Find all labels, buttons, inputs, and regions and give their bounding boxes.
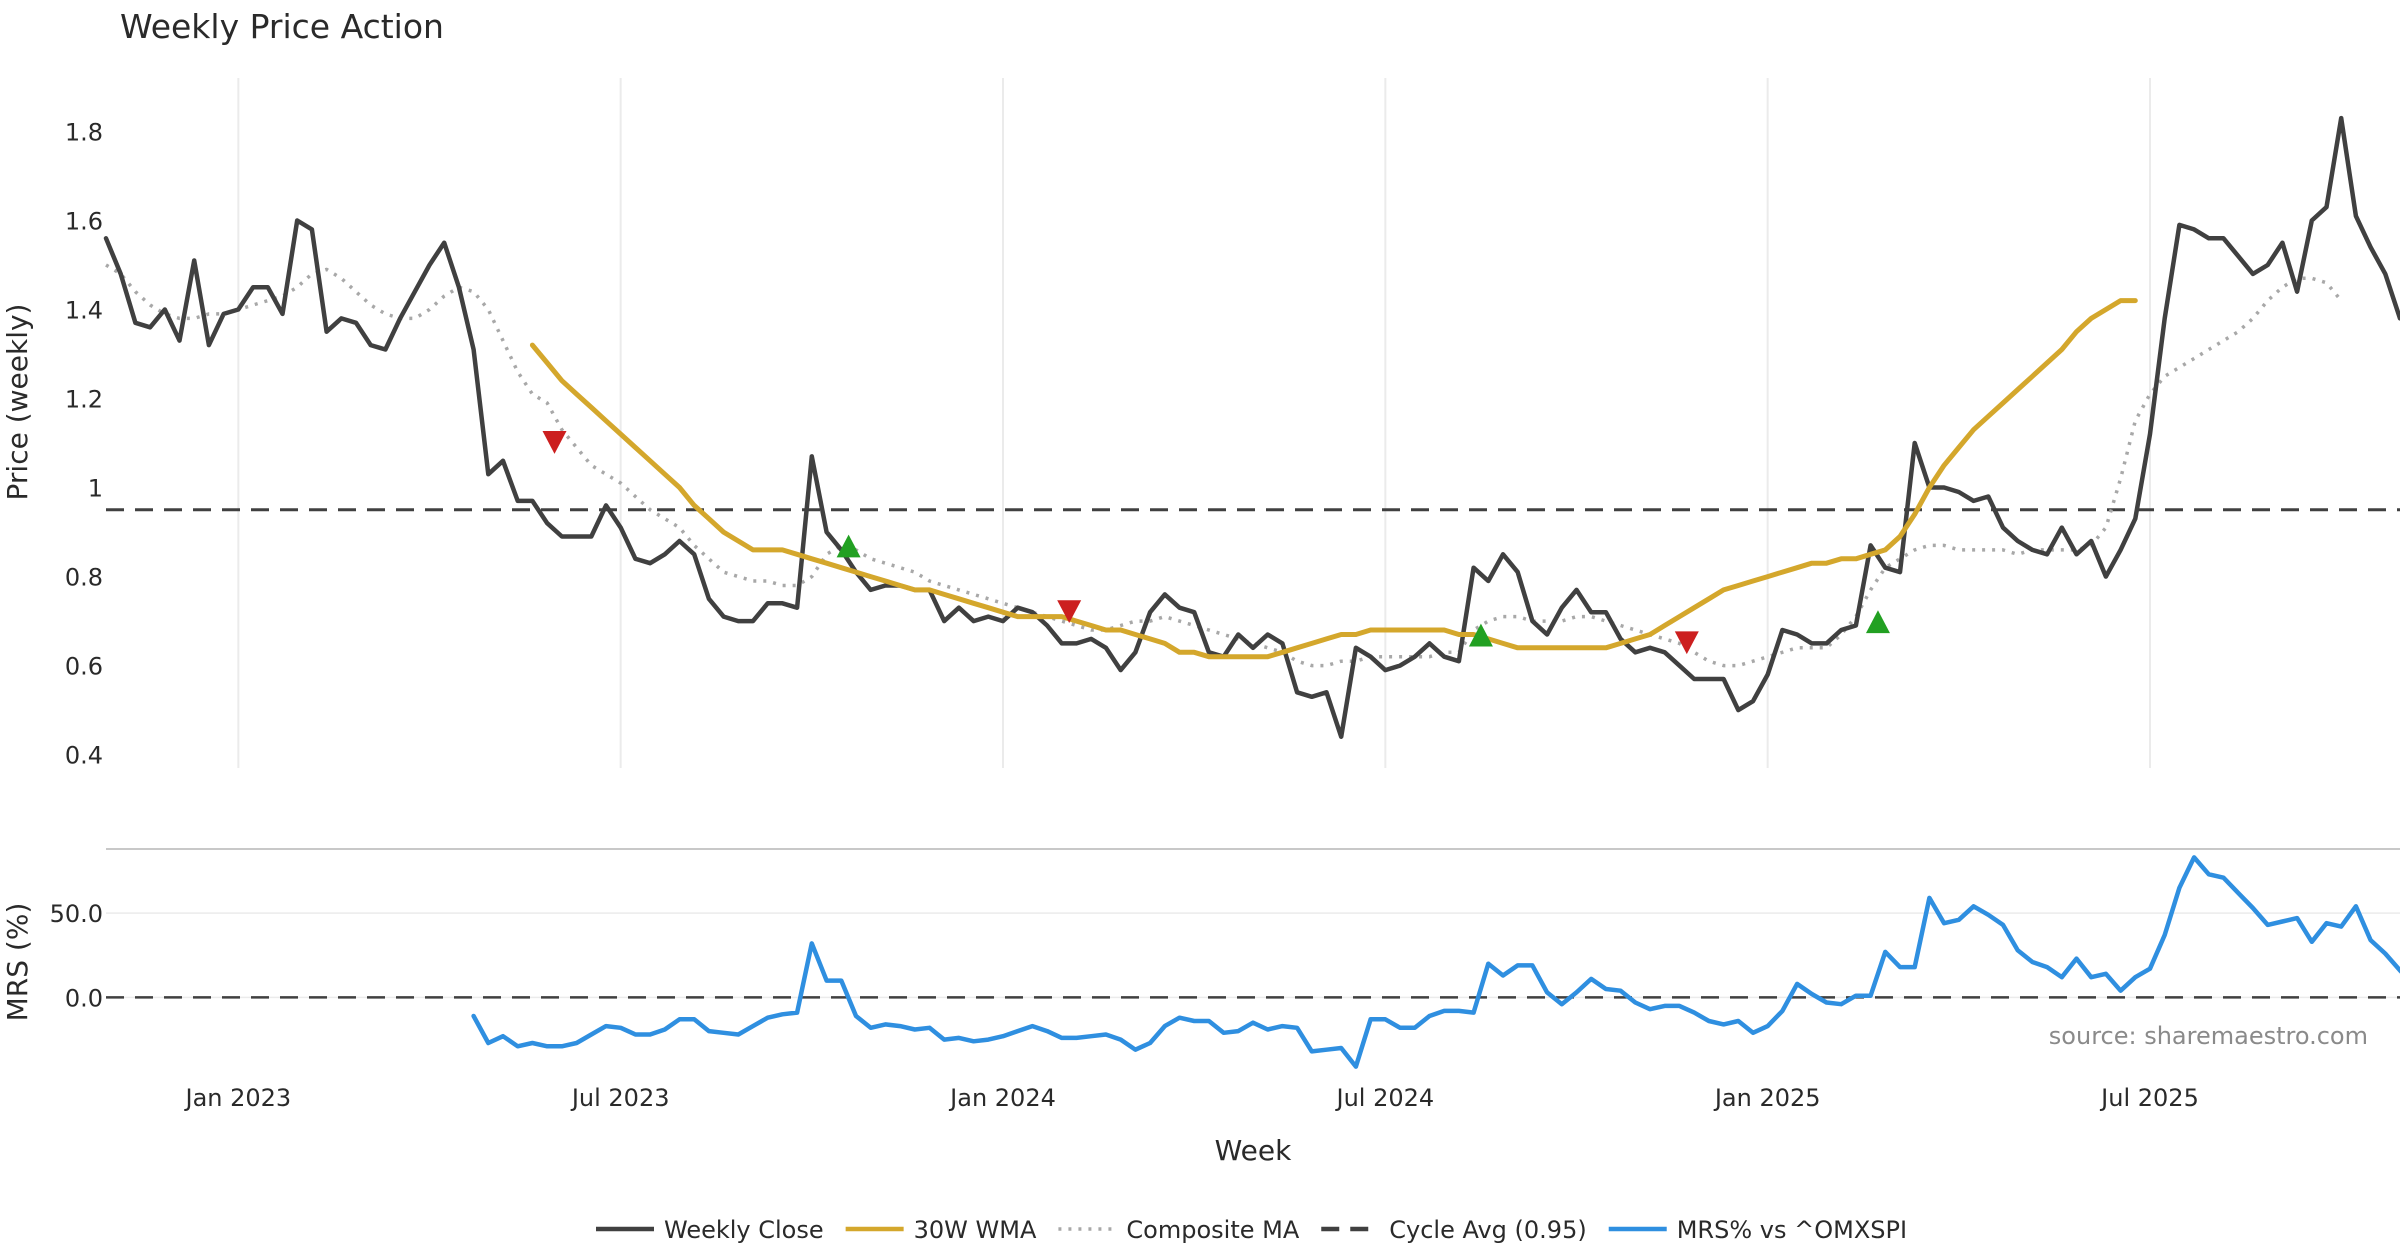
x-ticks: Jan 2023 Jul 2023 Jan 2024 Jul 2024 Jan 2025…: [183, 1084, 2198, 1112]
legend-label: 30W WMA: [914, 1216, 1037, 1244]
legend-weekly-close: Weekly Close: [596, 1216, 824, 1244]
x-tick-label: Jul 2023: [570, 1084, 670, 1112]
mrs-y-tick-label: 50.0: [50, 900, 103, 928]
legend-cycle-avg: Cycle Avg (0.95): [1321, 1216, 1587, 1244]
chart-title: Weekly Price Action: [120, 7, 444, 46]
x-tick-label: Jul 2024: [1335, 1084, 1435, 1112]
legend-label: Cycle Avg (0.95): [1389, 1216, 1586, 1244]
legend-label: Weekly Close: [664, 1216, 824, 1244]
mrs-y-axis-label: MRS (%): [1, 903, 34, 1022]
composite-ma-line: [105, 263, 2343, 668]
price-y-tick-label: 0.6: [65, 653, 103, 681]
buy-signal-marker: [1468, 623, 1493, 647]
price-y-tick-label: 1.8: [65, 118, 103, 146]
sell-signal-marker: [1674, 631, 1699, 655]
buy-signal-marker: [836, 534, 861, 558]
price-y-tick-label: 1.4: [65, 296, 103, 324]
x-tick-label: Jan 2024: [948, 1084, 1056, 1112]
x-tick-label: Jan 2023: [183, 1084, 291, 1112]
mrs-line: [471, 855, 2400, 1069]
legend-label: Composite MA: [1126, 1216, 1299, 1244]
price-y-axis-label: Price (weekly): [1, 304, 34, 501]
x-tick-label: Jul 2025: [2099, 1084, 2199, 1112]
x-tick-label: Jan 2025: [1713, 1084, 1821, 1112]
mrs-panel: 0.0 50.0 MRS (%) source: sharemaestro.com: [1, 855, 2400, 1069]
price-y-tick-label: 1.6: [65, 207, 103, 235]
source-label: source: sharemaestro.com: [2049, 1022, 2368, 1050]
price-y-tick-label: 0.8: [65, 564, 103, 592]
weekly-close-line: [103, 115, 2400, 740]
mrs-y-ticks: 0.0 50.0: [50, 900, 103, 1012]
price-y-tick-label: 0.4: [65, 742, 103, 770]
price-y-ticks: 0.4 0.6 0.8 1 1.2 1.4 1.6 1.8: [65, 118, 103, 769]
sell-signal-marker: [1057, 600, 1082, 623]
sell-signal-marker: [542, 431, 567, 454]
x-axis-label: Week: [1215, 1134, 1292, 1167]
price-lines: [103, 115, 2400, 740]
legend-mrs: MRS% vs ^OMXSPI: [1608, 1216, 1907, 1244]
price-y-tick-label: 1.2: [65, 386, 103, 414]
buy-signal-marker: [1865, 610, 1890, 634]
mrs-y-tick-label: 0.0: [65, 984, 103, 1012]
price-y-tick-label: 1: [88, 475, 103, 503]
legend-label: MRS% vs ^OMXSPI: [1677, 1216, 1907, 1244]
signal-markers: [542, 431, 1890, 655]
price-panel: 0.4 0.6 0.8 1 1.2 1.4 1.6 1.8 Price (weekly): [1, 115, 2400, 770]
30w-wma-line: [529, 298, 2138, 660]
mrs-lines: [106, 855, 2400, 1069]
legend-30w-wma: 30W WMA: [845, 1216, 1037, 1244]
legend: Weekly Close 30W WMA Composite MA Cycle Avg…: [596, 1216, 1907, 1244]
legend-composite-ma: Composite MA: [1058, 1216, 1300, 1244]
